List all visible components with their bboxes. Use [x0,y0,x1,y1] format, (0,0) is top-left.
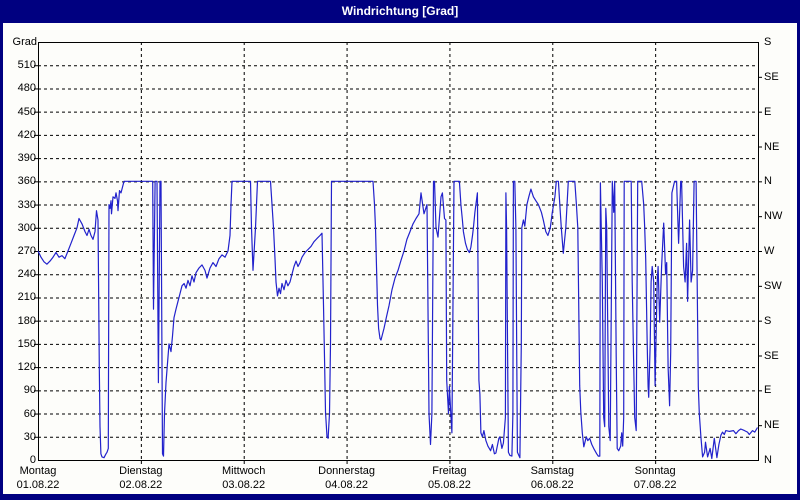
y-tick-label-right: S [764,36,772,48]
y-tick-label-left: 180 [17,314,36,327]
y-tick-label-left: 480 [17,82,36,95]
y-tick-label-right: SE [764,70,779,83]
y-tick-label-left: 360 [17,175,36,188]
wind-direction-chart: Grad 0 30 60 90 120 150 180 210 240 270 300 330 360 3… [3,23,797,494]
y-tick-label-right: N [764,454,772,466]
x-day-name: Mittwoch [222,465,266,477]
x-day-name: Samstag [530,465,574,477]
x-day-name: Dienstag [119,465,163,477]
y-tick-label-left: 300 [17,221,36,234]
x-day-date: 07.08.22 [633,479,677,491]
y-tick-label-left: 240 [17,268,36,281]
y-tick-label-left: 120 [17,361,36,374]
y-tick-label-left: 270 [17,245,36,257]
x-day-name: Freitag [432,465,467,477]
y-tick-label-right: SE [764,349,779,362]
x-day-date: 06.08.22 [530,479,574,491]
series-Windrichtung [37,180,759,460]
chart-plot [34,42,762,464]
y-tick-label-left: 60 [23,407,36,420]
y-tick-label-left: 210 [17,291,36,304]
y-tick-label-right: NE [764,140,780,153]
y-tick-label-left: 150 [17,337,36,350]
x-day-date: 04.08.22 [325,479,368,491]
y-tick-label-right: SW [764,279,782,292]
window-title: Windrichtung [Grad] [341,4,459,18]
x-day-date: 02.08.22 [119,479,163,491]
y-tick-label-left: 510 [17,59,36,72]
y-tick-label-left: 450 [17,105,36,118]
x-day-name: Sonntag [634,465,676,477]
y-tick-label-left: 390 [17,152,36,165]
y-tick-label-right: NE [764,419,780,432]
y-tick-label-right: NW [764,210,783,223]
x-day-date: 01.08.22 [16,479,60,491]
x-day-date: 03.08.22 [222,479,266,491]
y-tick-label-right: E [764,105,772,118]
x-day-date: 05.08.22 [428,479,471,491]
y-tick-label-left: 330 [17,198,36,211]
x-day-name: Montag [19,465,57,477]
y-tick-label-right: W [764,245,775,257]
y-tick-label-right: S [764,314,772,327]
y-tick-label-left: 0 [29,454,36,466]
title-bar[interactable]: Windrichtung [Grad] [0,0,800,23]
y-tick-label-right: E [764,384,772,397]
y-tick-label-left: 30 [23,430,36,443]
y-axis-title: Grad [12,36,37,48]
x-day-name: Donnerstag [318,465,375,477]
y-tick-label-left: 420 [17,128,36,141]
y-tick-label-right: N [764,175,772,188]
y-tick-label-left: 90 [23,384,36,397]
